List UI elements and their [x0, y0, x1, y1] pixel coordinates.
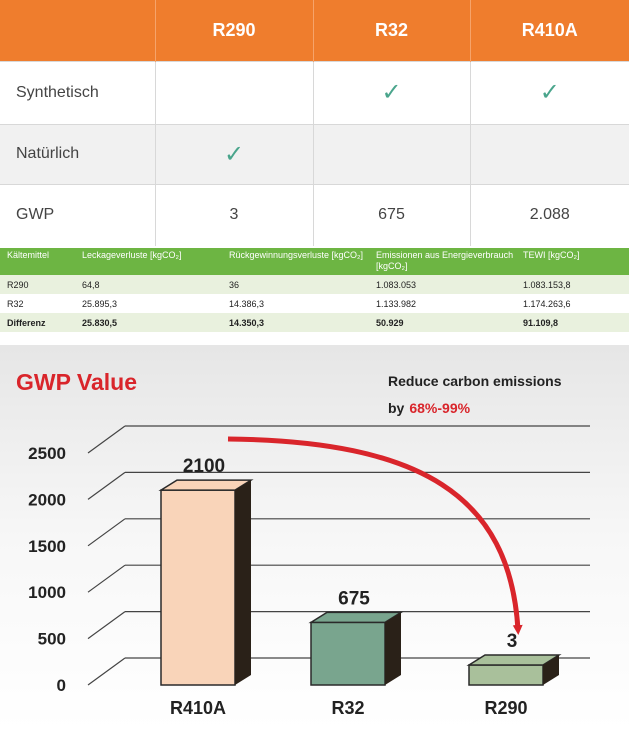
- data-label: 675: [338, 588, 370, 609]
- header-r290: R290: [154, 0, 313, 61]
- y-tick-label: 2500: [28, 444, 66, 463]
- table-cell: 64,8: [75, 275, 222, 294]
- cell-synthetic-r410a: ✓: [469, 60, 629, 124]
- row-synthetic: Synthetisch ✓ ✓: [0, 60, 629, 124]
- cell-gwp-r410a: 2.088: [469, 183, 629, 246]
- chart-subtitle-highlight: 68%-99%: [409, 400, 470, 416]
- tewi-header-refrigerant: Kältemittel: [0, 248, 75, 275]
- table-cell: R290: [0, 275, 75, 294]
- tewi-header-row: Kältemittel Leckageverluste [kgCO₂] Rück…: [0, 248, 629, 275]
- gridline: [87, 611, 126, 640]
- bar-side-face: [385, 612, 401, 685]
- header-r410a: R410A: [469, 0, 629, 61]
- header-corner-cell: [0, 0, 155, 61]
- bar-r410a: [160, 489, 236, 686]
- bar-r32: [310, 621, 386, 686]
- cell-natural-r410a: [469, 123, 629, 184]
- x-axis-tick-labels: R410A R32 R290: [170, 698, 528, 718]
- data-label: 2100: [183, 456, 225, 477]
- row-label-gwp: GWP: [0, 183, 155, 246]
- gridline: [87, 657, 126, 686]
- tewi-table: Kältemittel Leckageverluste [kgCO₂] Rück…: [0, 248, 629, 332]
- y-tick-label: 500: [38, 630, 66, 649]
- y-tick-label: 1500: [28, 537, 66, 556]
- x-tick-label: R290: [484, 698, 527, 718]
- chart-title: GWP Value: [16, 369, 137, 395]
- chart-subtitle-line1: Reduce carbon emissions: [388, 373, 562, 389]
- bar-side-face: [543, 655, 559, 685]
- checkmark-icon: ✓: [539, 79, 560, 106]
- table-row: R290 64,8 36 1.083.053 1.083.153,8: [0, 275, 629, 294]
- cell-gwp-r32: 675: [312, 183, 470, 246]
- table-cell: 14.350,3: [222, 313, 369, 332]
- bar-r290: [468, 664, 544, 686]
- gridline: [87, 425, 126, 454]
- gridline: [87, 518, 126, 547]
- y-axis-tick-labels: 0 500 1000 1500 2000 2500: [28, 444, 66, 695]
- cell-synthetic-r290: [154, 60, 313, 124]
- row-gwp: GWP 3 675 2.088: [0, 183, 629, 246]
- table-cell: 91.109,8: [516, 313, 629, 332]
- reduction-arrow: [227, 436, 523, 635]
- row-label-natural: Natürlich: [0, 123, 155, 184]
- table-cell: 36: [222, 275, 369, 294]
- table-cell: Differenz: [0, 313, 75, 332]
- gwp-chart-svg: GWP Value Reduce carbon emissions by 68%-…: [0, 345, 629, 730]
- bar-side-face: [235, 480, 251, 685]
- chart-subtitle-prefix: by: [388, 400, 405, 416]
- chart-bars: [158, 479, 562, 686]
- table-cell: 25.830,5: [75, 313, 222, 332]
- row-label-synthetic: Synthetisch: [0, 60, 155, 124]
- table-cell: 1.083.053: [369, 275, 516, 294]
- x-tick-label: R410A: [170, 698, 226, 718]
- gridline: [87, 471, 126, 500]
- tewi-header-tewi: TEWI [kgCO₂]: [516, 248, 629, 275]
- table-cell: 1.083.153,8: [516, 275, 629, 294]
- table-cell: 50.929: [369, 313, 516, 332]
- table-row: Differenz 25.830,5 14.350,3 50.929 91.10…: [0, 313, 629, 332]
- tewi-header-energy: Emissionen aus Energieverbrauch [kgCO₂]: [369, 248, 516, 275]
- y-tick-label: 1000: [28, 583, 66, 602]
- chart-data-labels: 2100 675 3: [183, 456, 517, 652]
- cell-natural-r32: [312, 123, 470, 184]
- chart-subtitle-line2: by 68%-99%: [388, 400, 471, 416]
- tewi-header-recovery: Rückgewinnungsverluste [kgCO₂]: [222, 248, 369, 275]
- y-tick-label: 0: [57, 676, 66, 695]
- gridline: [87, 564, 126, 593]
- data-label: 3: [507, 631, 518, 652]
- y-tick-label: 2000: [28, 490, 66, 509]
- table-cell: 14.386,3: [222, 294, 369, 313]
- refrigerant-comparison-table: R290 R32 R410A Synthetisch ✓ ✓ Natürlich…: [0, 0, 629, 246]
- table-row: R32 25.895,3 14.386,3 1.133.982 1.174.26…: [0, 294, 629, 313]
- table-cell: 1.174.263,6: [516, 294, 629, 313]
- header-r32: R32: [312, 0, 470, 61]
- table-cell: R32: [0, 294, 75, 313]
- checkmark-icon: ✓: [223, 140, 245, 168]
- comparison-header-row: R290 R32 R410A: [0, 0, 629, 61]
- checkmark-icon: ✓: [381, 79, 402, 106]
- x-tick-label: R32: [331, 698, 364, 718]
- cell-natural-r290: ✓: [154, 123, 313, 184]
- table-cell: 25.895,3: [75, 294, 222, 313]
- cell-synthetic-r32: ✓: [312, 60, 470, 124]
- gwp-chart: GWP Value Reduce carbon emissions by 68%-…: [0, 345, 629, 730]
- table-cell: 1.133.982: [369, 294, 516, 313]
- row-natural: Natürlich ✓: [0, 123, 629, 184]
- tewi-header-leakage: Leckageverluste [kgCO₂]: [75, 248, 222, 275]
- cell-gwp-r290: 3: [154, 183, 313, 246]
